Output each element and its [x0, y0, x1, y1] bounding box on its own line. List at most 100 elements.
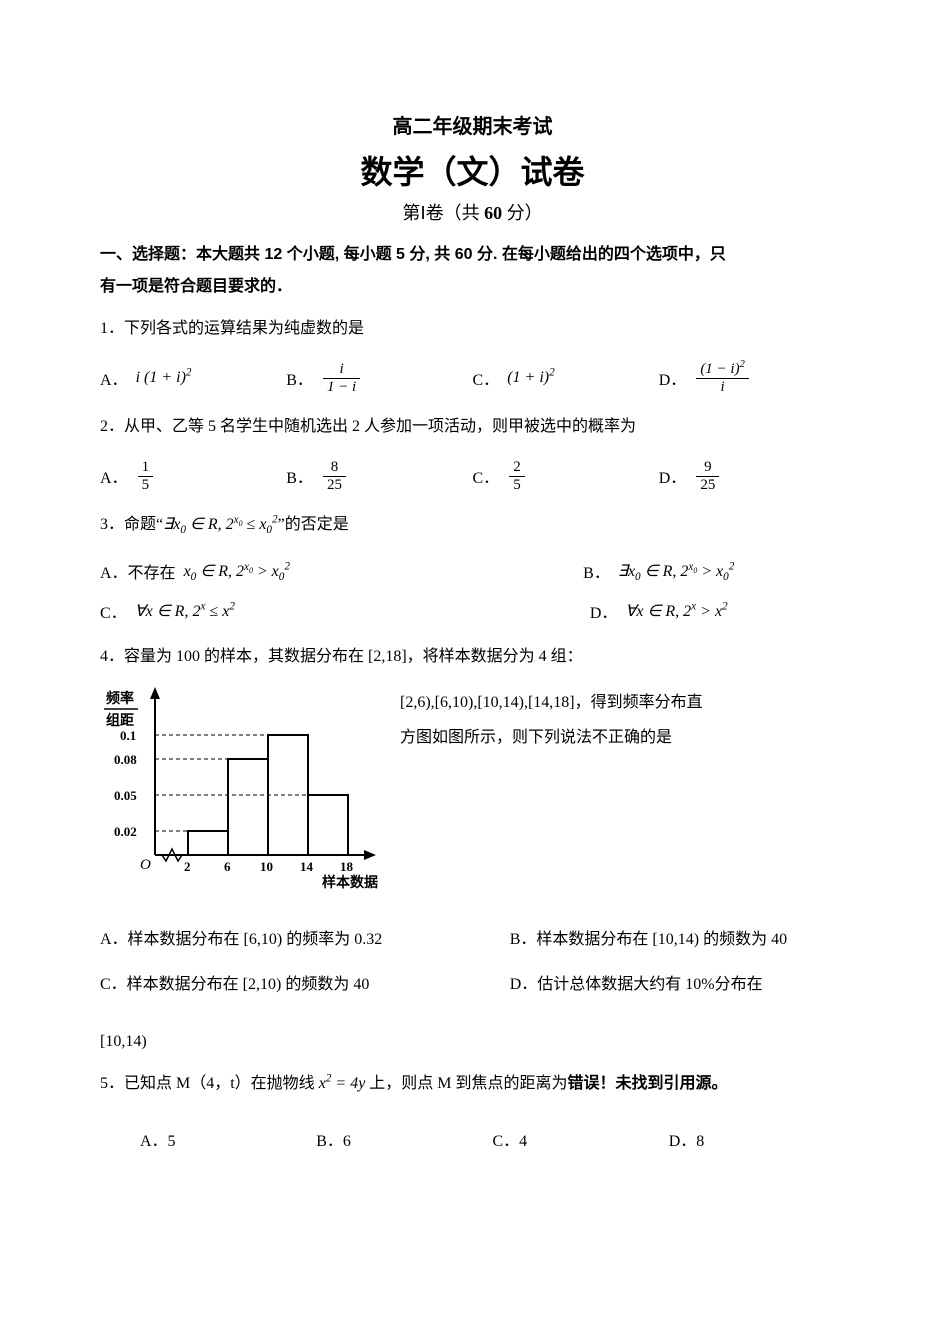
section-suffix: 分） [502, 203, 543, 223]
q1-c-expr: (1 + i)2 [507, 369, 555, 387]
section-instructions: 一、选择题：本大题共 12 个小题, 每小题 5 分, 共 60 分. 在每小题… [100, 239, 845, 303]
main-title: 数学（文）试卷 [100, 147, 845, 193]
hist-xt-3: 14 [300, 859, 314, 874]
q2-opt-c: C． 25 [473, 453, 659, 499]
q1-options: A． i (1 + i)2 B． i1 − i C． (1 + i)2 D． (… [100, 355, 845, 401]
q2-d-label: D． [659, 464, 687, 488]
q1-c-label: C． [473, 366, 500, 390]
pre-title: 高二年级期末考试 [100, 110, 845, 139]
q2-c-den: 5 [509, 477, 525, 494]
q4-histogram: 频率 组距 O 0.1 0.08 0.05 0.02 [100, 685, 400, 900]
q3-b-label: B． [583, 559, 610, 583]
hist-yt-3: 0.02 [114, 824, 137, 839]
q5-mid: 上，则点 M 到焦点的距离为 [365, 1075, 567, 1092]
q2-opt-b: B． 825 [286, 453, 472, 499]
q5-opt-d: D．8 [669, 1116, 845, 1162]
histogram-svg: 频率 组距 O 0.1 0.08 0.05 0.02 [100, 685, 390, 895]
q1-b-expr: i1 − i [323, 361, 360, 395]
q2-c-label: C． [473, 464, 500, 488]
q5-opt-b: B．6 [316, 1116, 492, 1162]
q2-d-frac: 925 [696, 459, 719, 493]
hist-xlabel: 样本数据 [322, 874, 378, 891]
q2-b-label: B． [286, 464, 313, 488]
q2-a-frac: 15 [138, 459, 154, 493]
q1-d-expr: (1 − i)2i [696, 361, 749, 395]
hist-yt-2: 0.05 [114, 788, 137, 803]
q2-d-num: 9 [696, 459, 719, 477]
q3-d-expr: ∀x ∈ R, 2x > x2 [625, 601, 727, 621]
hist-yt-1: 0.08 [114, 752, 137, 767]
q3-opt-a: A．不存在 x0 ∈ R, 2x0 > x02 [100, 551, 473, 591]
q3-pre: 3．命题“ [100, 516, 163, 533]
q2-b-frac: 825 [323, 459, 346, 493]
q3-opt-b: B． ∃x0 ∈ R, 2x0 > x02 [473, 551, 846, 591]
hist-bar-0 [188, 831, 228, 855]
q1-opt-c: C． (1 + i)2 [473, 355, 659, 401]
q3-d-label: D． [590, 599, 618, 623]
q5-pre: 5．已知点 M（4，t）在抛物线 [100, 1075, 319, 1092]
q1-opt-a: A． i (1 + i)2 [100, 355, 286, 401]
q2-opt-d: D． 925 [659, 453, 845, 499]
q2-d-den: 25 [696, 477, 719, 494]
q4-opt-c: C．样本数据分布在 [2,10) 的频数为 40 [100, 963, 510, 1008]
q2-c-num: 2 [509, 459, 525, 477]
q2-a-num: 1 [138, 459, 154, 477]
exam-page: 高二年级期末考试 数学（文）试卷 第Ⅰ卷（共 60 分） 一、选择题：本大题共 … [0, 0, 945, 1222]
q3-opt-d: D． ∀x ∈ R, 2x > x2 [473, 591, 846, 631]
q1-a-label: A． [100, 366, 128, 390]
q1-d-label: D． [659, 366, 687, 390]
q4-r1: [2,6),[6,10),[10,14),[14,18]，得到频率分布直 [400, 685, 845, 720]
instr-line2: 有一项是符合题目要求的． [100, 278, 292, 295]
q2-b-num: 8 [323, 459, 346, 477]
q5-opt-a: A．5 [140, 1116, 316, 1162]
hist-yt-0: 0.1 [120, 728, 136, 743]
hist-ylabel-top: 频率 [106, 690, 134, 707]
q3-mid: ”的否定是 [278, 516, 349, 533]
q2-options: A． 15 B． 825 C． 25 D． 925 [100, 453, 845, 499]
hist-xt-1: 6 [224, 859, 231, 874]
q2-b-den: 25 [323, 477, 346, 494]
q4-body: 频率 组距 O 0.1 0.08 0.05 0.02 [100, 685, 845, 900]
q3-a-label: A．不存在 [100, 559, 176, 583]
q2-a-label: A． [100, 464, 128, 488]
q3-options: A．不存在 x0 ∈ R, 2x0 > x02 B． ∃x0 ∈ R, 2x0 … [100, 551, 845, 631]
q3-quant: ∃x0 ∈ R, 2x0 ≤ x02 [163, 516, 278, 533]
hist-xt-0: 2 [184, 859, 191, 874]
q4-r2: 方图如图所示，则下列说法不正确的是 [400, 720, 845, 755]
q1-opt-b: B． i1 − i [286, 355, 472, 401]
q1-b-label: B． [286, 366, 313, 390]
section-title: 第Ⅰ卷（共 60 分） [100, 199, 845, 225]
hist-origin: O [140, 857, 151, 873]
hist-bar-3 [308, 795, 348, 855]
q3-b-expr: ∃x0 ∈ R, 2x0 > x02 [618, 561, 735, 581]
q4-opt-a: A．样本数据分布在 [6,10) 的频率为 0.32 [100, 918, 510, 963]
q2-text: 2．从甲、乙等 5 名学生中随机选出 2 人参加一项活动，则甲被选中的概率为 [100, 411, 845, 443]
q4-after: [10,14) [100, 1026, 845, 1058]
section-prefix: 第Ⅰ卷（共 [402, 203, 484, 223]
q4-opt-b: B．样本数据分布在 [10,14) 的频数为 40 [510, 918, 845, 963]
q3-a-expr: x0 ∈ R, 2x0 > x02 [184, 561, 290, 581]
hist-ylabel-bot: 组距 [106, 712, 134, 729]
q4-opt-d: D．估计总体数据大约有 10%分布在 [510, 963, 845, 1008]
q5-options: A．5 B．6 C．4 D．8 [100, 1116, 845, 1162]
q2-c-frac: 25 [509, 459, 525, 493]
q3-opt-c: C． ∀x ∈ R, 2x ≤ x2 [100, 591, 473, 631]
q4-text: 4．容量为 100 的样本，其数据分布在 [2,18]，将样本数据分为 4 组： [100, 641, 845, 673]
q2-a-den: 5 [138, 477, 154, 494]
q1-opt-d: D． (1 − i)2i [659, 355, 845, 401]
hist-bar-1 [228, 759, 268, 855]
section-score: 60 [484, 203, 502, 223]
q1-a-expr: i (1 + i)2 [136, 369, 192, 387]
q3-text: 3．命题“∃x0 ∈ R, 2x0 ≤ x02”的否定是 [100, 509, 845, 541]
q3-c-label: C． [100, 599, 127, 623]
hist-xt-4: 18 [340, 859, 354, 874]
q5-opt-c: C．4 [493, 1116, 669, 1162]
hist-xt-2: 10 [260, 859, 273, 874]
q3-c-expr: ∀x ∈ R, 2x ≤ x2 [135, 601, 235, 621]
q4-right-text: [2,6),[6,10),[10,14),[14,18]，得到频率分布直 方图如… [400, 685, 845, 900]
q1-text: 1．下列各式的运算结果为纯虚数的是 [100, 313, 845, 345]
q4-options: A．样本数据分布在 [6,10) 的频率为 0.32 B．样本数据分布在 [10… [100, 918, 845, 1008]
q5-error-ref: 错误！未找到引用源。 [568, 1075, 728, 1092]
q5-text: 5．已知点 M（4，t）在抛物线 x2 = 4y 上，则点 M 到焦点的距离为错… [100, 1068, 845, 1100]
q2-opt-a: A． 15 [100, 453, 286, 499]
